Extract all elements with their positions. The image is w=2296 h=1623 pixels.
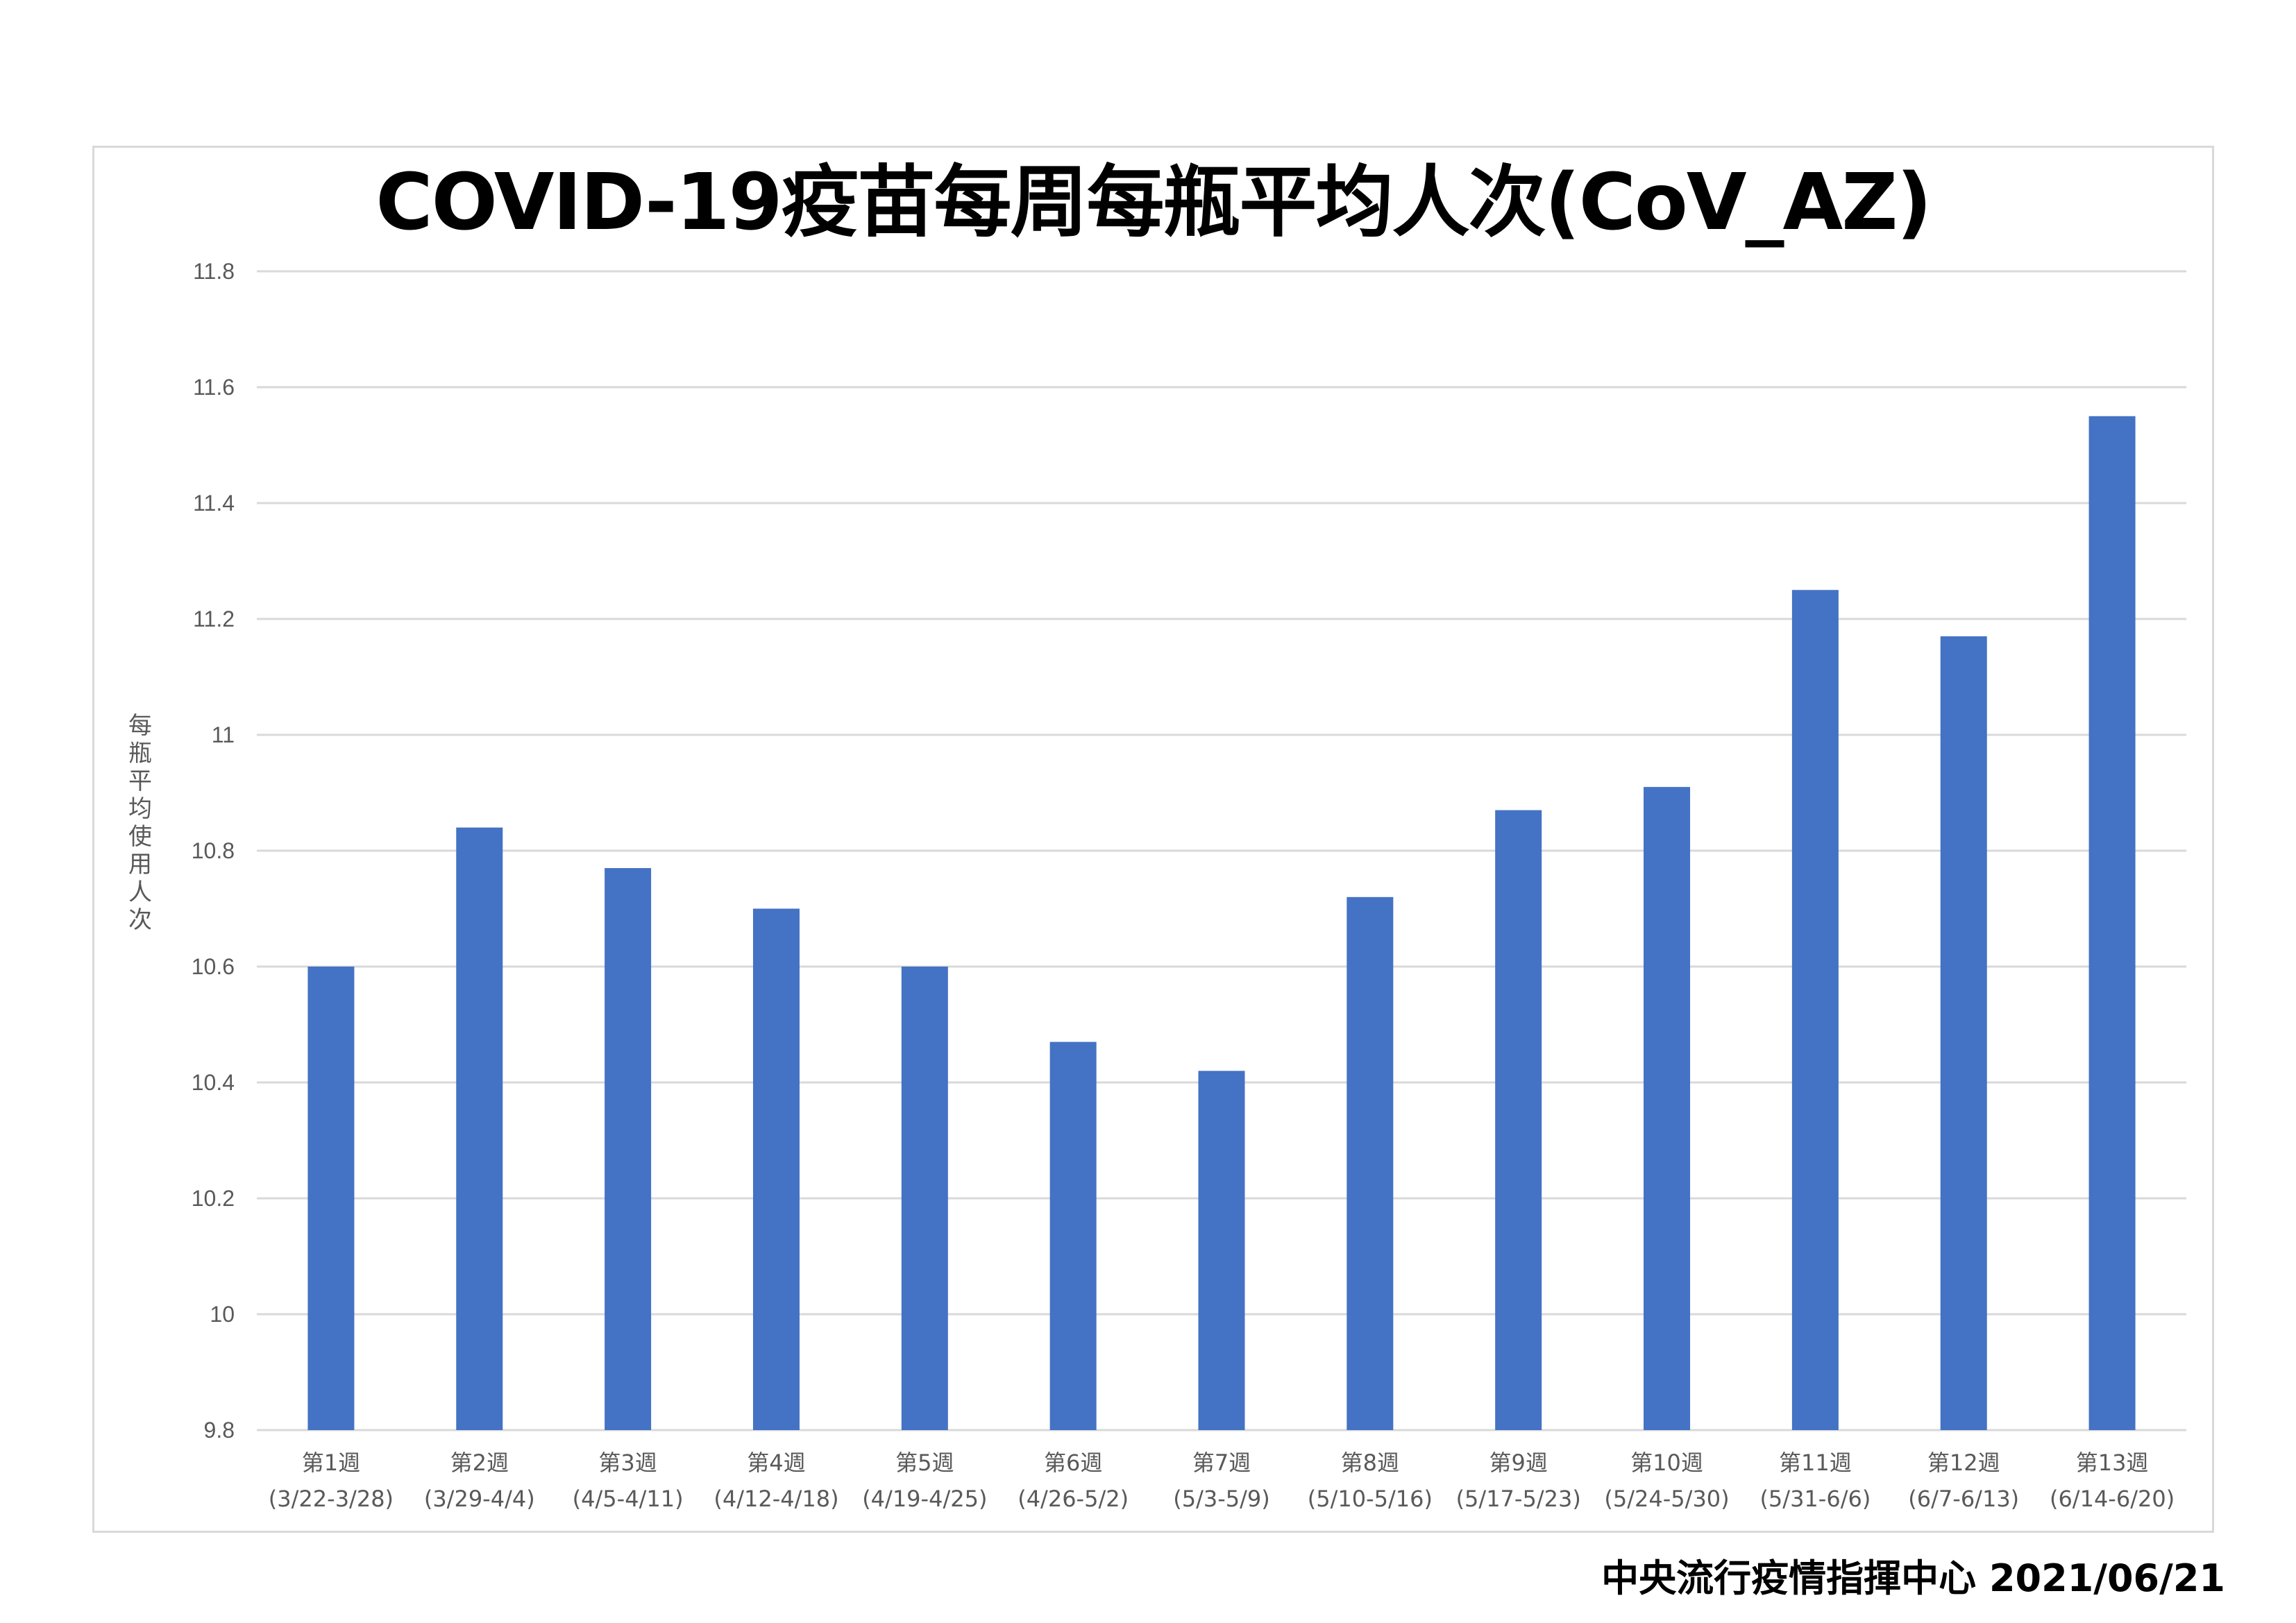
x-tick-label-week: 第3週 xyxy=(598,1450,657,1476)
bar xyxy=(456,827,503,1430)
x-tick-label-range: (5/10-5/16) xyxy=(1308,1486,1433,1512)
bar xyxy=(1791,590,1839,1430)
x-tick-label-range: (3/22-3/28) xyxy=(269,1486,394,1512)
bar xyxy=(752,908,800,1430)
y-tick-label: 11.8 xyxy=(193,259,235,284)
x-tick-label-range: (6/14-6/20) xyxy=(2050,1486,2175,1512)
y-tick-label: 11.4 xyxy=(193,491,235,516)
x-tick-label-range: (5/24-5/30) xyxy=(1604,1486,1729,1512)
chart-title: COVID-19疫苗每周每瓶平均人次(CoV_AZ) xyxy=(375,158,1932,248)
x-tick-label-range: (4/12-4/18) xyxy=(714,1486,838,1512)
x-tick-label-range: (4/19-4/25) xyxy=(862,1486,987,1512)
x-tick-label-range: (6/7-6/13) xyxy=(1908,1486,2019,1512)
x-tick-label-range: (5/17-5/23) xyxy=(1456,1486,1581,1512)
y-tick-label: 10 xyxy=(210,1302,235,1327)
bar xyxy=(1940,636,1987,1430)
chart-frame xyxy=(92,146,2214,1533)
x-tick-label-week: 第13週 xyxy=(2076,1450,2149,1476)
bar xyxy=(901,967,948,1430)
x-tick-label-week: 第2週 xyxy=(450,1450,509,1476)
x-tick-label-range: (5/3-5/9) xyxy=(1173,1486,1270,1512)
x-tick-label-week: 第11週 xyxy=(1779,1450,1852,1476)
bar xyxy=(1347,897,1394,1430)
x-tick-label-week: 第8週 xyxy=(1341,1450,1399,1476)
y-tick-label: 10.4 xyxy=(192,1070,235,1095)
y-tick-label: 9.8 xyxy=(204,1418,235,1443)
x-tick-label-week: 第9週 xyxy=(1489,1450,1548,1476)
x-tick-label-week: 第10週 xyxy=(1630,1450,1703,1476)
bar xyxy=(2088,416,2136,1430)
bar xyxy=(1644,787,1691,1430)
source-footer: 中央流行疫情指揮中心 2021/06/21 xyxy=(1601,1556,2225,1600)
y-tick-label: 10.8 xyxy=(192,838,235,863)
x-tick-label-range: (3/29-4/4) xyxy=(424,1486,535,1512)
x-tick-label-range: (4/26-5/2) xyxy=(1018,1486,1129,1512)
x-tick-label-week: 第12週 xyxy=(1927,1450,2000,1476)
y-axis-title: 每瓶平均使用人次 xyxy=(128,712,152,934)
x-tick-label-week: 第5週 xyxy=(895,1450,954,1476)
y-tick-label: 11.6 xyxy=(193,375,235,400)
bar xyxy=(1495,810,1542,1430)
y-tick-label: 10.6 xyxy=(192,954,235,979)
bar xyxy=(1198,1071,1245,1430)
x-tick-label-week: 第6週 xyxy=(1044,1450,1102,1476)
y-tick-label: 10.2 xyxy=(192,1186,235,1211)
x-tick-label-range: (4/5-4/11) xyxy=(573,1486,684,1512)
x-tick-label-week: 第1週 xyxy=(302,1450,360,1476)
bar xyxy=(1049,1042,1097,1430)
y-tick-label: 11 xyxy=(212,722,235,747)
bar xyxy=(605,868,652,1430)
x-tick-label-range: (5/31-6/6) xyxy=(1759,1486,1871,1512)
x-tick-label-week: 第7週 xyxy=(1192,1450,1251,1476)
y-tick-label: 11.2 xyxy=(193,606,235,631)
bar xyxy=(307,967,355,1430)
x-tick-label-week: 第4週 xyxy=(747,1450,805,1476)
